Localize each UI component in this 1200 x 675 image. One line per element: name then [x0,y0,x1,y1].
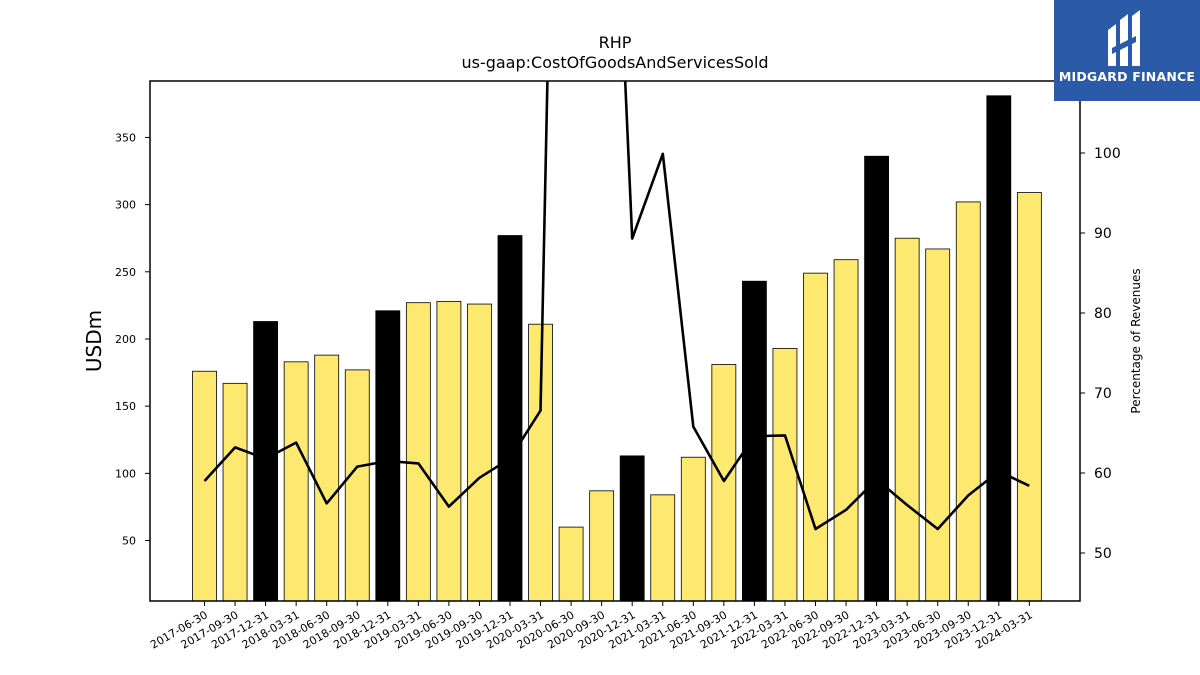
bar [925,248,951,602]
bar [497,235,523,602]
x-axis: 2017-06-302017-09-302017-12-312018-03-31… [148,601,1035,652]
bar [375,310,401,602]
bar [436,300,462,602]
bar [864,155,889,602]
y2-axis-label: Percentage of Revenues [1129,268,1143,413]
left-tick-label: 100 [115,467,136,480]
bar [558,526,584,602]
bar [955,201,981,602]
right-tick-label: 50 [1094,546,1112,562]
logo-text: MIDGARD FINANCE [1058,69,1196,84]
bar [803,272,828,602]
bar [833,259,859,602]
bar [894,237,920,602]
midgard-finance-logo: MIDGARD FINANCE [1054,0,1200,101]
bar [344,369,370,602]
left-axis: 50 100 150 200 250 300 350 [115,131,150,548]
left-tick-label: 250 [115,266,136,279]
left-tick-label: 350 [115,131,136,144]
right-tick-label: 60 [1094,466,1112,482]
left-tick-label: 150 [115,400,136,413]
bar [711,364,737,602]
bar [986,95,1012,602]
right-tick-label: 90 [1094,226,1112,242]
right-axis: 50 60 70 80 90 100 [1080,146,1121,562]
right-tick-label: 100 [1094,146,1121,162]
bar [589,490,615,602]
bar [253,321,279,602]
left-tick-label: 200 [115,333,136,346]
midgard-logo-icon [1108,10,1140,66]
percentage-line [203,81,1030,531]
plot-frame [149,80,1081,602]
bar [405,302,431,602]
right-tick-label: 80 [1094,306,1112,322]
bar-series [192,95,1042,602]
bar [1016,192,1042,602]
line-series [203,81,1030,531]
bar [314,354,340,602]
right-tick-label: 70 [1094,386,1112,402]
bar [283,361,309,602]
bar [222,382,248,602]
bar [772,347,798,602]
bar [680,456,706,602]
bar [650,494,676,602]
bar [742,280,767,602]
left-tick-label: 300 [115,199,136,212]
chart-title: RHP [599,33,632,52]
y-axis-label: USDm [82,310,106,372]
chart-subtitle: us-gaap:CostOfGoodsAndServicesSold [461,53,768,72]
left-tick-label: 50 [122,535,136,548]
bar [192,370,217,602]
bar [467,303,492,602]
bar [619,455,645,602]
